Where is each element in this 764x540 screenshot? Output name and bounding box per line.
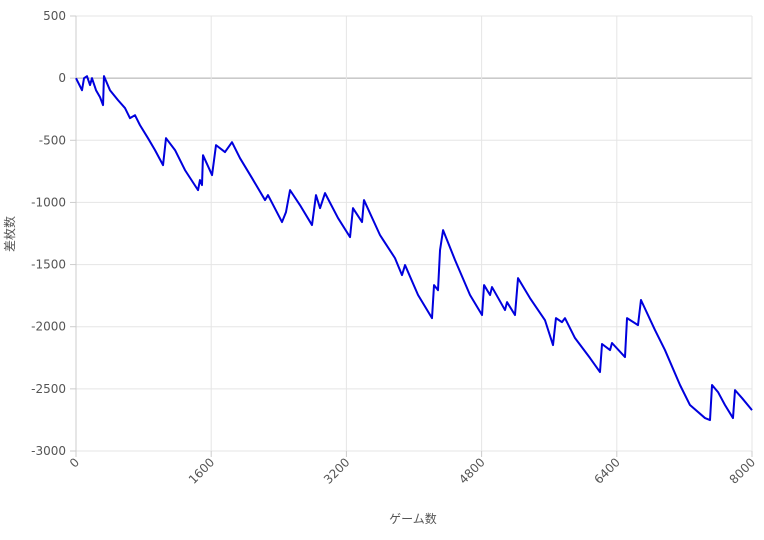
y-tick-label: 0 (58, 71, 66, 85)
y-tick-label: 500 (43, 9, 66, 23)
x-tick-label: 6400 (591, 455, 622, 486)
data-line (75, 75, 753, 422)
y-axis-label: 差枚数 (2, 216, 17, 252)
x-tick-label: 0 (67, 455, 82, 470)
x-tick-label: 4800 (456, 455, 487, 486)
x-tick-label: 8000 (727, 455, 758, 486)
x-tick-label: 3200 (321, 455, 352, 486)
y-tick-label: -1000 (31, 195, 66, 209)
x-tick-label: 1600 (186, 455, 217, 486)
y-tick-label: -2500 (31, 382, 66, 396)
y-tick-label: -2000 (31, 320, 66, 334)
y-tick-label: -3000 (31, 444, 66, 458)
x-axis-label: ゲーム数 (389, 511, 437, 526)
y-tick-label: -500 (39, 133, 66, 147)
y-tick-label: -1500 (31, 258, 66, 272)
